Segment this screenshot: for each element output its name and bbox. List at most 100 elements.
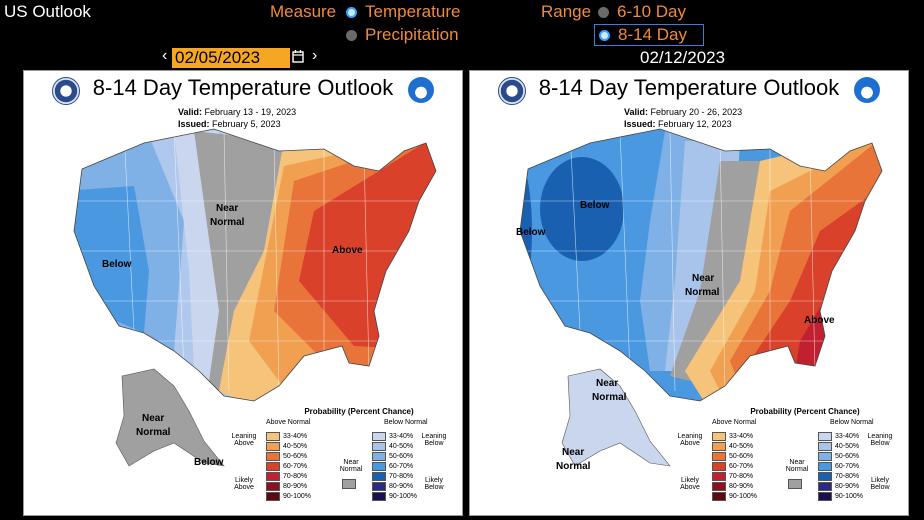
legend-below-bin-label: 33-40%	[389, 432, 414, 440]
legend-title: Probability (Percent Chance)	[304, 407, 414, 416]
calendar-icon[interactable]	[292, 49, 306, 67]
legend-above-swatch	[712, 471, 726, 481]
legend-above-swatch	[266, 451, 280, 461]
range-option-label: 8-14 Day	[618, 25, 687, 44]
legend-below-row: 70-80%	[818, 471, 863, 481]
map-label-normal: Normal	[685, 287, 720, 298]
range-option-6-10-day[interactable]: 6-10 Day	[598, 2, 686, 22]
legend-above-bin-label: 90-100%	[729, 492, 758, 500]
legend-above-row: 33-40%	[266, 431, 311, 441]
legend-above-header: Above Normal	[712, 419, 757, 426]
legend-above-row: 80-90%	[712, 481, 757, 491]
map-label-ak-normal-south: Normal	[556, 461, 591, 472]
legend-below-bin-label: 60-70%	[389, 462, 414, 470]
range-option-8-14-day[interactable]: 8-14 Day	[594, 24, 704, 46]
map-label-below-north: Below	[580, 200, 610, 211]
legend: Probability (Percent Chance) Above Norma…	[678, 407, 900, 513]
legend-above-header: Above Normal	[266, 419, 311, 426]
legend-below-bin-label: 40-50%	[389, 442, 414, 450]
legend-below-row: 50-60%	[818, 451, 863, 461]
valid-dates: Valid: February 20 - 26, 2023	[624, 107, 742, 117]
map-label-above: Above	[332, 245, 363, 256]
legend-above-swatch	[712, 431, 726, 441]
prev-date-button[interactable]: ‹	[162, 47, 168, 64]
valid-label: Valid:	[624, 107, 649, 117]
legend-leaning-below: Leaning Below	[421, 433, 447, 447]
legend-above-swatch	[712, 491, 726, 501]
legend-below-swatch	[818, 431, 832, 441]
legend-above-row: 50-60%	[266, 451, 311, 461]
legend-below-row: 90-100%	[818, 491, 863, 501]
legend-below-bin-label: 40-50%	[835, 442, 860, 450]
next-date-button[interactable]: ›	[312, 47, 318, 64]
legend-above-bin-label: 80-90%	[729, 482, 754, 490]
legend-below-swatch	[818, 461, 832, 471]
map-label-ak-below: Below	[194, 457, 224, 468]
map-label-normal: Normal	[210, 217, 245, 228]
map-label-below: Below	[102, 259, 132, 270]
valid-label: Valid:	[178, 107, 203, 117]
legend-below-swatch	[818, 451, 832, 461]
radio-selected-icon	[599, 29, 610, 41]
legend-above-row: 60-70%	[712, 461, 757, 471]
legend-below-scale: 33-40% 40-50% 50-60% 60-70% 70-80% 80-90% 90-1…	[372, 431, 417, 501]
legend-below-row: 40-50%	[372, 441, 417, 451]
legend-above-bin-label: 40-50%	[729, 442, 754, 450]
map-label-ak-normal: Normal	[136, 427, 171, 438]
legend-above-bin-label: 90-100%	[283, 492, 312, 500]
legend-near-swatch	[342, 479, 356, 489]
legend-likely-above: Likely Above	[234, 477, 254, 491]
legend-above-scale: 33-40% 40-50% 50-60% 60-70% 70-80% 80-90% 90-1…	[266, 431, 311, 501]
legend-title: Probability (Percent Chance)	[750, 407, 860, 416]
legend-below-bin-label: 33-40%	[835, 432, 860, 440]
map-title: 8-14 Day Temperature Outlook	[92, 75, 394, 100]
legend-below-bin-label: 80-90%	[835, 482, 860, 490]
valid-value: February 13 - 19, 2023	[204, 107, 297, 117]
legend-above-row: 40-50%	[712, 441, 757, 451]
legend-below-bin-label: 80-90%	[389, 482, 414, 490]
legend-above-row: 70-80%	[712, 471, 757, 481]
legend-above-bin-label: 33-40%	[729, 432, 754, 440]
range-option-label: 6-10 Day	[617, 2, 686, 21]
us-outlook-map: Below Near Normal Above Near Normal Belo…	[73, 128, 437, 468]
issued-date: Issued: February 12, 2023	[624, 119, 732, 129]
legend-above-swatch	[266, 491, 280, 501]
measure-option-label: Precipitation	[365, 25, 459, 44]
issued-value: February 5, 2023	[212, 119, 281, 129]
map-label-ak-near: Near	[142, 413, 164, 424]
legend-below-swatch	[818, 441, 832, 451]
legend-below-bin-label: 70-80%	[835, 472, 860, 480]
legend-below-swatch	[818, 471, 832, 481]
map-title: 8-14 Day Temperature Outlook	[538, 75, 840, 100]
legend-above-bin-label: 50-60%	[283, 452, 308, 460]
legend-near-normal: Near Normal	[785, 459, 809, 473]
legend-above-bin-label: 60-70%	[729, 462, 754, 470]
legend-above-swatch	[712, 441, 726, 451]
map-label-ak-near-north: Near	[596, 378, 618, 389]
valid-dates: Valid: February 13 - 19, 2023	[178, 107, 296, 117]
range-label: Range	[541, 2, 592, 21]
legend-above-row: 50-60%	[712, 451, 757, 461]
measure-option-temperature[interactable]: Temperature	[346, 2, 460, 22]
outlook-map-panel-2: 8-14 Day Temperature Outlook Valid: Febr…	[469, 70, 909, 516]
legend-above-swatch	[266, 471, 280, 481]
legend-above-bin-label: 80-90%	[283, 482, 308, 490]
map-label-above: Above	[804, 315, 835, 326]
legend-below-header: Below Normal	[384, 419, 428, 426]
legend-below-row: 60-70%	[372, 461, 417, 471]
legend-above-row: 40-50%	[266, 441, 311, 451]
legend-below-bin-label: 90-100%	[835, 492, 864, 500]
legend-likely-below: Likely Below	[424, 477, 444, 491]
legend-below-bin-label: 50-60%	[389, 452, 414, 460]
legend-below-header: Below Normal	[830, 419, 874, 426]
legend-above-row: 90-100%	[712, 491, 757, 501]
legend-above-bin-label: 70-80%	[283, 472, 308, 480]
measure-option-precipitation[interactable]: Precipitation	[346, 25, 459, 45]
legend-leaning-above: Leaning Above	[231, 433, 257, 447]
date-input[interactable]: 02/05/2023	[172, 48, 290, 68]
legend-above-bin-label: 40-50%	[283, 442, 308, 450]
legend: Probability (Percent Chance) Above Norma…	[232, 407, 454, 513]
issued-label: Issued:	[624, 119, 656, 129]
legend-near-normal: Near Normal	[339, 459, 363, 473]
legend-below-swatch	[372, 481, 386, 491]
